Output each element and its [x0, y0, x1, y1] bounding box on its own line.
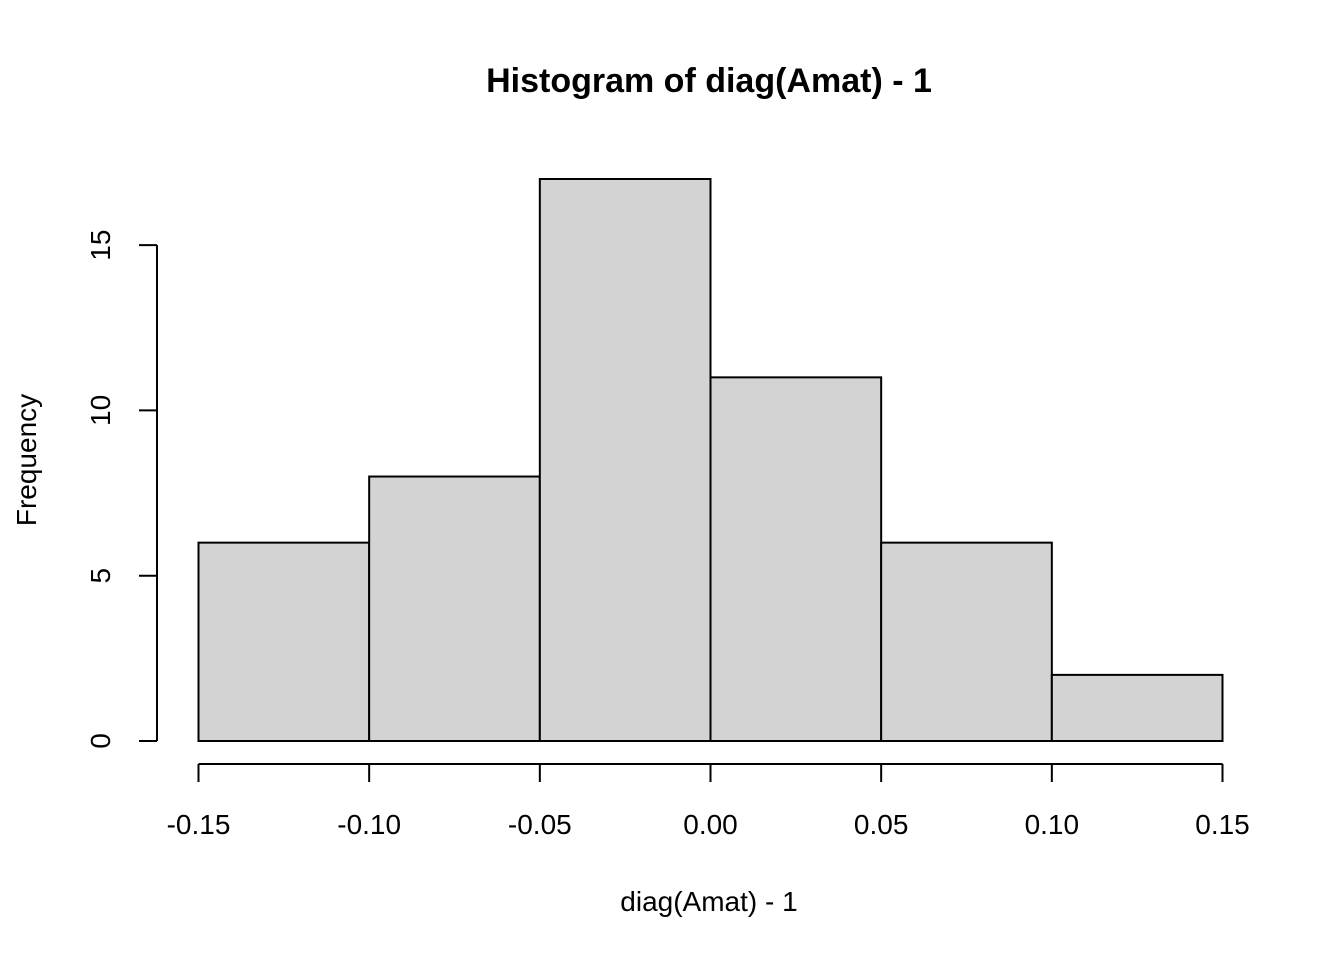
y-tick-label: 15 [85, 230, 116, 261]
histogram-bar-3 [538, 178, 712, 742]
histogram-bar-2 [368, 475, 541, 742]
histogram-bar-5 [880, 541, 1053, 742]
x-tick-label: 0.10 [1025, 809, 1080, 840]
y-tick-label: 5 [85, 568, 116, 584]
x-tick-label: 0.00 [683, 809, 738, 840]
histogram-bar-1 [197, 541, 371, 742]
x-axis-label: diag(Amat) - 1 [620, 886, 797, 917]
y-tick-label: 10 [85, 395, 116, 426]
histogram-bar-6 [1050, 673, 1224, 742]
y-axis: 0 5 10 15 [85, 230, 158, 749]
y-tick-label: 0 [85, 733, 116, 749]
histogram-bar-4 [709, 376, 883, 742]
bars-group [197, 178, 1224, 742]
x-tick-label: -0.05 [508, 809, 572, 840]
x-tick-label: -0.15 [167, 809, 231, 840]
x-tick-label: -0.10 [337, 809, 401, 840]
chart-title: Histogram of diag(Amat) - 1 [486, 62, 932, 100]
x-tick-label: 0.05 [854, 809, 909, 840]
y-axis-label: Frequency [11, 394, 42, 526]
x-axis: -0.15 -0.10 -0.05 0.00 0.05 0.10 0.15 [167, 763, 1250, 840]
x-tick-label: 0.15 [1195, 809, 1250, 840]
